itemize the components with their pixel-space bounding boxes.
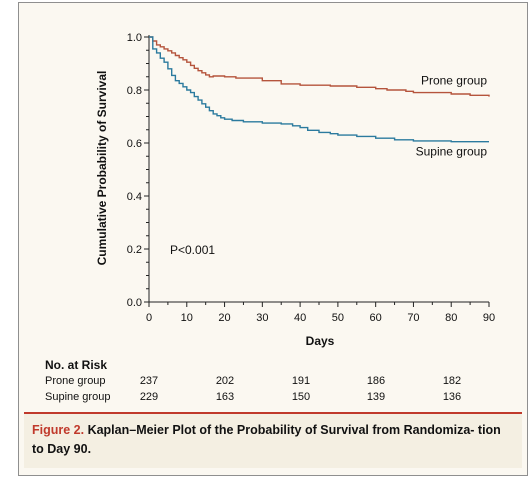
y-tick-label: 0.8 bbox=[127, 85, 142, 97]
x-tick-label: 40 bbox=[294, 312, 306, 324]
risk-value-supine: 229 bbox=[139, 391, 159, 403]
risk-value-supine: 163 bbox=[215, 391, 235, 403]
x-axis-title: Days bbox=[306, 334, 335, 348]
supine-group-label: Supine group bbox=[416, 145, 488, 159]
risk-value-prone: 182 bbox=[442, 375, 462, 387]
risk-value-prone: 191 bbox=[291, 375, 311, 387]
x-tick-label: 30 bbox=[256, 312, 268, 324]
x-tick-label: 90 bbox=[483, 312, 495, 324]
risk-value-prone: 237 bbox=[139, 375, 159, 387]
x-tick-label: 0 bbox=[146, 312, 152, 324]
supine-survival-curve bbox=[149, 36, 489, 143]
figure-caption: Figure 2. Kaplan–Meier Plot of the Proba… bbox=[24, 412, 522, 468]
caption-label: Figure 2. bbox=[32, 423, 85, 437]
prone-group-label: Prone group bbox=[421, 74, 487, 88]
x-tick-label: 80 bbox=[445, 312, 457, 324]
risk-row-prone: Prone group 237 202 191 186 182 bbox=[0, 375, 530, 390]
risk-value-supine: 136 bbox=[442, 391, 462, 403]
risk-value-supine: 150 bbox=[291, 391, 311, 403]
x-tick-label: 60 bbox=[370, 312, 382, 324]
risk-row-supine: Supine group 229 163 150 139 136 bbox=[0, 391, 530, 406]
y-tick-label: 0.0 bbox=[127, 297, 142, 309]
prone-survival-curve bbox=[149, 36, 490, 97]
risk-label-prone: Prone group bbox=[45, 375, 106, 387]
risk-value-supine: 139 bbox=[366, 391, 386, 403]
caption-text: Kaplan–Meier Plot of the Probability of … bbox=[32, 423, 501, 456]
y-tick-label: 0.2 bbox=[127, 244, 142, 256]
risk-value-prone: 202 bbox=[215, 375, 235, 387]
risk-value-prone: 186 bbox=[366, 375, 386, 387]
p-value-annotation: P<0.001 bbox=[170, 243, 215, 257]
y-tick-label: 1.0 bbox=[127, 32, 142, 44]
x-tick-label: 50 bbox=[332, 312, 344, 324]
y-axis-title: Cumulative Probability of Survival bbox=[95, 71, 109, 266]
risk-label-supine: Supine group bbox=[45, 391, 111, 403]
risk-table-title: No. at Risk bbox=[45, 358, 108, 372]
y-tick-label: 0.6 bbox=[127, 138, 142, 150]
y-tick-label: 0.4 bbox=[127, 191, 142, 203]
km-plot: Cumulative Probability of Survival Days … bbox=[95, 32, 495, 348]
x-tick-label: 70 bbox=[407, 312, 419, 324]
x-tick-label: 20 bbox=[218, 312, 230, 324]
x-tick-label: 10 bbox=[181, 312, 193, 324]
